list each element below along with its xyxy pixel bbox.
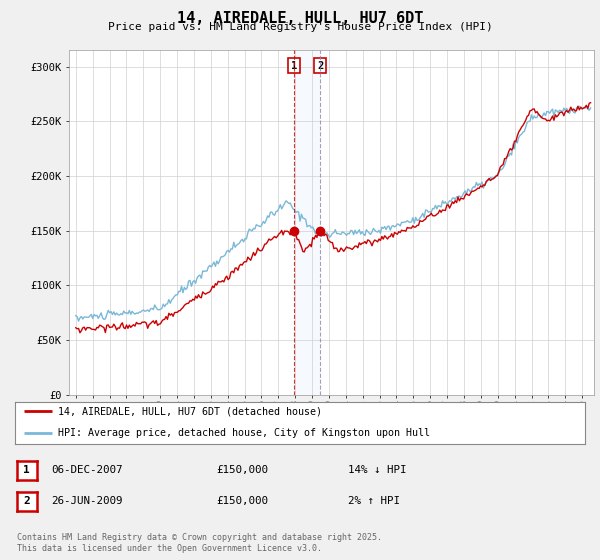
Text: 2: 2 — [23, 496, 30, 506]
Text: 1: 1 — [23, 465, 30, 475]
Text: 26-JUN-2009: 26-JUN-2009 — [51, 496, 122, 506]
Text: 14, AIREDALE, HULL, HU7 6DT (detached house): 14, AIREDALE, HULL, HU7 6DT (detached ho… — [58, 406, 322, 416]
Text: £150,000: £150,000 — [216, 496, 268, 506]
Bar — [294, 50, 320, 395]
Text: Contains HM Land Registry data © Crown copyright and database right 2025.
This d: Contains HM Land Registry data © Crown c… — [17, 533, 382, 553]
Text: 14% ↓ HPI: 14% ↓ HPI — [348, 465, 407, 475]
Text: Price paid vs. HM Land Registry's House Price Index (HPI): Price paid vs. HM Land Registry's House … — [107, 22, 493, 32]
Text: 1: 1 — [291, 60, 297, 71]
Text: £150,000: £150,000 — [216, 465, 268, 475]
Text: 06-DEC-2007: 06-DEC-2007 — [51, 465, 122, 475]
Text: 2% ↑ HPI: 2% ↑ HPI — [348, 496, 400, 506]
Text: HPI: Average price, detached house, City of Kingston upon Hull: HPI: Average price, detached house, City… — [58, 428, 430, 438]
Text: 2: 2 — [317, 60, 323, 71]
Text: 14, AIREDALE, HULL, HU7 6DT: 14, AIREDALE, HULL, HU7 6DT — [177, 11, 423, 26]
